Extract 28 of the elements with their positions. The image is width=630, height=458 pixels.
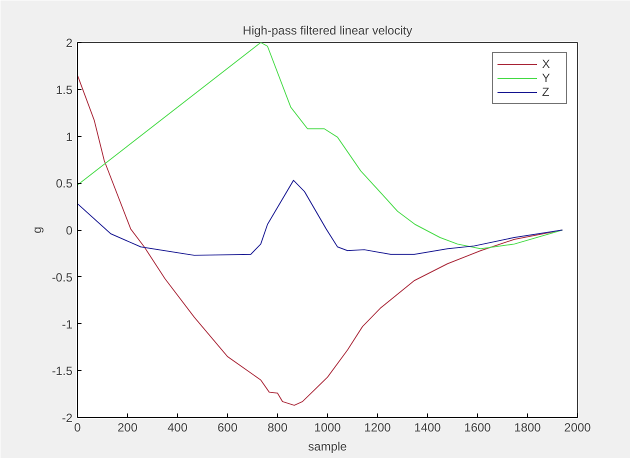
y-tick-label: -1.5 — [52, 364, 73, 378]
line-series — [78, 180, 563, 256]
y-tick-label: -1 — [62, 317, 73, 332]
legend-label: Z — [542, 85, 550, 99]
chart-title: High-pass filtered linear velocity — [242, 24, 412, 38]
x-tick-label: 1800 — [514, 420, 542, 434]
y-tick-label: 0 — [66, 224, 73, 238]
y-tick-label: 1.5 — [56, 82, 73, 97]
y-tick-label: -2 — [62, 411, 73, 425]
y-tick-label: 0.5 — [56, 176, 73, 191]
legend-label: X — [542, 57, 552, 71]
y-tick-label: 1 — [66, 130, 73, 144]
x-tick-label: 600 — [217, 420, 238, 434]
line-series — [78, 42, 563, 250]
x-tick-label: 200 — [117, 420, 138, 434]
x-tick-label: 1600 — [464, 420, 492, 434]
legend-label: Y — [542, 71, 552, 85]
x-axis-title: sample — [308, 440, 348, 454]
y-tick-label: -0.5 — [52, 270, 73, 284]
x-tick-label: 800 — [267, 420, 288, 434]
x-tick-label: 1000 — [314, 420, 342, 434]
x-tick-label: 1400 — [414, 420, 442, 434]
x-tick-label: 2000 — [564, 420, 592, 434]
x-tick-label: 400 — [167, 420, 188, 434]
y-axis-title: g — [30, 226, 44, 234]
y-tick-label: 2 — [66, 36, 73, 50]
x-tick-label: 0 — [74, 420, 82, 434]
x-tick-label: 1200 — [364, 420, 392, 434]
